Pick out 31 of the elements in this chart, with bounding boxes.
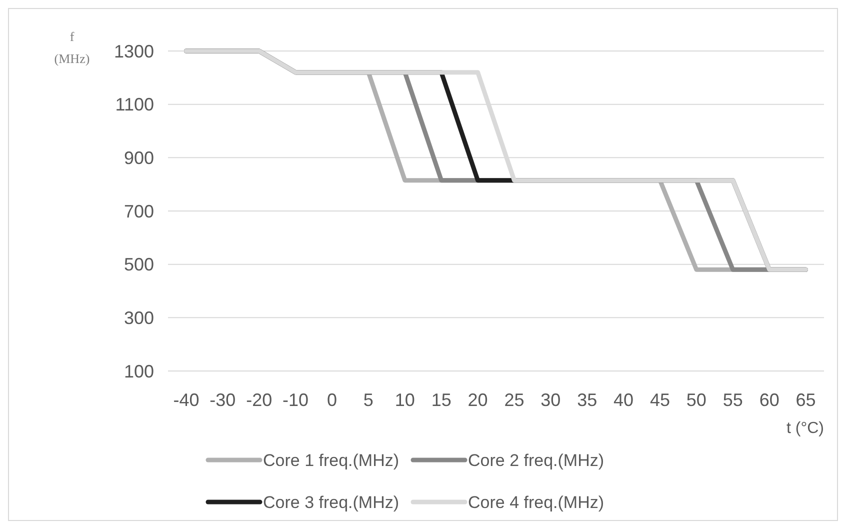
y-tick-label: 1300	[114, 41, 154, 62]
y-axis-title: f (MHz)	[54, 29, 90, 66]
x-tick-label: 20	[468, 390, 488, 410]
legend-label: Core 3 freq.(MHz)	[263, 492, 400, 512]
y-tick-label: 500	[124, 254, 154, 275]
x-axis-title: t (°C)	[786, 420, 824, 437]
x-tick-label: 50	[686, 390, 706, 410]
x-tick-label: -20	[246, 390, 272, 410]
x-tick-label: 0	[326, 390, 338, 410]
legend-label: Core 2 freq.(MHz)	[468, 450, 604, 470]
legend-label: Core 1 freq.(MHz)	[263, 450, 400, 470]
y-tick-label: 700	[124, 201, 154, 222]
x-tick-label: 15	[431, 390, 452, 410]
x-tick-label: 30	[540, 390, 561, 410]
x-tick-label: -30	[210, 390, 236, 410]
x-tick-label: 40	[614, 390, 634, 410]
x-tick-label: 55	[722, 390, 743, 410]
x-tick-label: 60	[759, 390, 780, 410]
y-tick-label: 1100	[115, 94, 154, 115]
x-tick-label: -10	[282, 390, 309, 410]
legend-label: Core 4 freq.(MHz)	[468, 492, 604, 512]
y-tick-label: 900	[124, 148, 154, 168]
x-tick-label: 65	[796, 390, 816, 410]
x-tick-label: 45	[650, 390, 670, 410]
x-tick-label: 35	[577, 390, 598, 410]
y-tick-label: 100	[124, 361, 154, 382]
x-tick-label: 25	[504, 390, 524, 410]
x-tick-label: 5	[363, 390, 374, 410]
y-tick-label: 300	[124, 308, 154, 328]
x-tick-label: -40	[173, 390, 200, 410]
x-tick-label: 10	[394, 390, 415, 410]
